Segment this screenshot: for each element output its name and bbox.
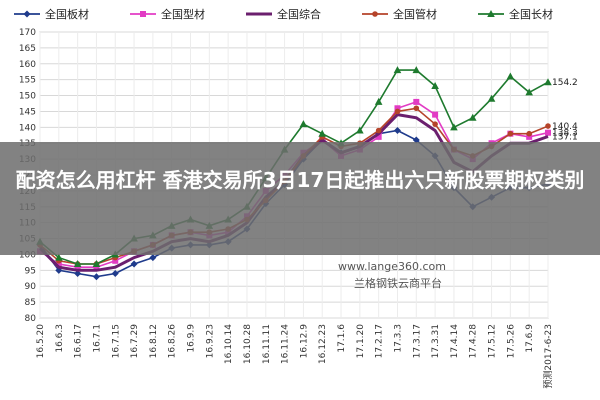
data-point-square <box>545 129 551 136</box>
x-tick-label: 16.7.29 <box>130 324 140 359</box>
data-point-triangle <box>487 10 495 17</box>
end-value-label: 140.4 <box>552 122 578 132</box>
y-tick-label: 100 <box>19 250 36 260</box>
data-point-square <box>140 11 146 17</box>
y-tick-label: 95 <box>25 266 36 276</box>
data-point-triangle <box>55 253 63 261</box>
data-point-square <box>93 264 100 271</box>
x-tick-label: 预测2017-6-23 <box>543 324 554 389</box>
data-point-triangle <box>431 82 439 90</box>
data-point-diamond <box>149 254 157 262</box>
data-point-diamond <box>111 270 119 278</box>
data-point-square <box>74 264 81 271</box>
x-tick-label: 16.11.11 <box>262 324 272 364</box>
data-point-square <box>432 111 439 118</box>
data-point-circle <box>372 11 378 17</box>
x-tick-label: 16.11.24 <box>281 324 291 364</box>
x-tick-label: 17.5.12 <box>488 324 498 358</box>
x-tick-label: 16.12.23 <box>318 324 328 364</box>
y-tick-label: 150 <box>19 92 36 102</box>
data-point-diamond <box>92 273 100 281</box>
data-point-triangle <box>356 126 364 134</box>
x-tick-label: 17.1.6 <box>337 324 347 353</box>
y-tick-label: 85 <box>25 298 36 308</box>
y-tick-label: 155 <box>19 76 36 86</box>
data-point-triangle <box>525 88 533 96</box>
data-point-triangle <box>374 97 383 105</box>
data-point-square <box>375 133 382 140</box>
headline-text: 配资怎么用杠杆 香港交易所3月17日起推出六只新股票期权类别 <box>15 168 585 192</box>
data-point-triangle <box>393 66 402 74</box>
data-point-triangle <box>92 259 101 267</box>
data-point-triangle <box>450 123 458 131</box>
data-point-circle <box>432 121 438 127</box>
watermark-name: 兰格钢铁云商平台 <box>354 276 442 290</box>
x-tick-label: 16.6.3 <box>55 324 65 353</box>
x-tick-label: 16.5.20 <box>36 324 46 359</box>
data-point-square <box>394 105 401 112</box>
x-tick-label: 16.7.15 <box>111 324 121 358</box>
data-point-square <box>112 257 119 264</box>
headline-banner: 配资怎么用杠杆 香港交易所3月17日起推出六只新股票期权类别 <box>0 142 600 255</box>
x-tick-label: 17.3.17 <box>412 324 422 358</box>
x-tick-label: 16.9.23 <box>205 324 215 358</box>
x-tick-label: 16.12.9 <box>299 324 309 359</box>
legend-item-label: 全国长材 <box>509 7 553 21</box>
end-value-label: 137.1 <box>552 133 578 143</box>
data-point-triangle <box>73 259 82 267</box>
x-tick-label: 17.3.3 <box>393 324 403 353</box>
data-point-circle <box>526 130 532 137</box>
data-point-triangle <box>318 129 327 137</box>
x-tick-label: 16.6.17 <box>74 324 84 358</box>
data-point-circle <box>394 108 401 115</box>
data-point-triangle <box>468 113 477 121</box>
legend-item-label: 全国板材 <box>45 7 89 21</box>
y-tick-label: 160 <box>19 60 36 70</box>
data-point-diamond <box>412 136 420 144</box>
data-point-square <box>526 133 533 140</box>
data-point-square <box>55 260 62 267</box>
x-tick-label: 17.3.31 <box>431 324 441 358</box>
data-point-triangle <box>412 66 421 74</box>
y-tick-label: 90 <box>25 282 37 292</box>
x-tick-label: 17.6.9 <box>525 324 535 353</box>
y-tick-label: 165 <box>19 44 36 54</box>
x-tick-label: 16.8.12 <box>149 324 159 358</box>
x-tick-label: 17.1.20 <box>356 324 366 359</box>
x-tick-label: 16.10.14 <box>224 324 234 364</box>
legend-item-label: 全国型材 <box>161 7 205 21</box>
end-value-label: 138.3 <box>552 129 578 139</box>
x-tick-label: 17.2.17 <box>375 324 385 358</box>
y-tick-label: 140 <box>19 123 36 133</box>
data-point-diamond <box>393 127 401 135</box>
y-tick-label: 170 <box>19 28 36 38</box>
data-point-square <box>413 98 420 105</box>
data-point-circle <box>375 127 382 134</box>
data-point-circle <box>545 123 551 129</box>
x-tick-label: 16.8.26 <box>168 324 178 359</box>
watermark-url: www.lange360.com <box>338 260 446 273</box>
data-point-diamond <box>130 260 138 268</box>
y-tick-label: 80 <box>25 314 37 324</box>
data-point-triangle <box>487 94 496 102</box>
legend-item-label: 全国管材 <box>393 7 437 21</box>
data-point-diamond <box>23 10 31 18</box>
data-point-triangle <box>544 78 552 86</box>
data-point-circle <box>413 105 420 112</box>
legend-item-label: 全国综合 <box>277 7 321 21</box>
x-tick-label: 17.5.26 <box>506 324 516 359</box>
end-value-label: 154.2 <box>552 78 578 88</box>
x-tick-label: 17.4.14 <box>450 324 460 359</box>
data-point-circle <box>507 130 514 137</box>
x-tick-label: 16.10.28 <box>243 324 253 364</box>
y-tick-label: 145 <box>19 107 36 117</box>
x-tick-label: 17.4.28 <box>469 324 479 359</box>
data-point-triangle <box>506 72 515 80</box>
data-point-triangle <box>299 120 308 128</box>
x-tick-label: 16.7.1 <box>92 324 102 353</box>
x-tick-label: 16.9.9 <box>187 324 197 353</box>
